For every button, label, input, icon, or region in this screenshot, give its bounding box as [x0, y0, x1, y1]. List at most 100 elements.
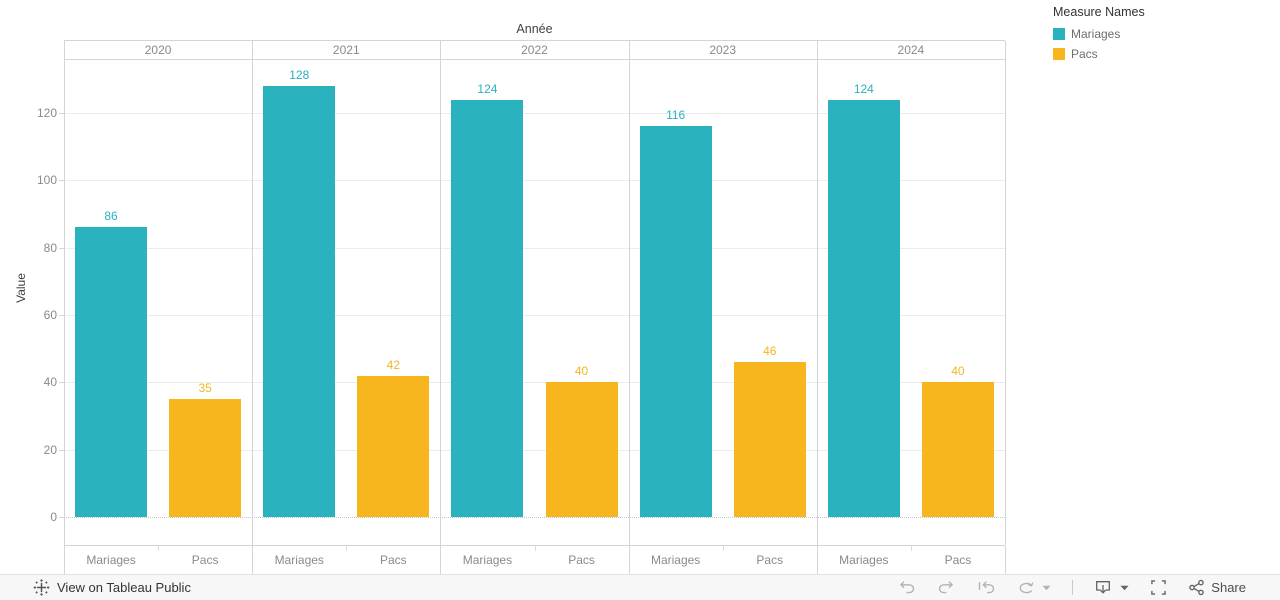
x-category-label-pacs[interactable]: Pacs [756, 553, 784, 567]
y-tick-mark [59, 449, 64, 451]
bar-pacs-2021[interactable] [357, 375, 430, 517]
year-header-2023[interactable]: 2023 [709, 43, 737, 57]
undo-icon [897, 580, 916, 596]
bar-value-label: 35 [198, 381, 212, 396]
x-category-label-mariages[interactable]: Mariages [839, 553, 889, 567]
legend-item-label: Pacs [1071, 47, 1098, 61]
bar-pacs-2022[interactable] [545, 382, 618, 517]
zero-line [64, 517, 1005, 518]
bar-mariages-2024[interactable] [827, 99, 900, 517]
legend-item-label: Mariages [1071, 27, 1121, 41]
legend-swatch [1053, 48, 1065, 60]
header-divider [1005, 41, 1006, 60]
y-tick-label: 20 [43, 442, 57, 457]
y-tick-mark [59, 180, 64, 182]
year-header-2022[interactable]: 2022 [521, 43, 548, 57]
header-divider [440, 41, 441, 60]
pane-divider [817, 60, 818, 545]
gridline [64, 247, 1005, 249]
header-divider [252, 41, 253, 60]
caret-down-icon [1042, 585, 1051, 591]
y-tick-mark [59, 517, 64, 518]
pane-divider [440, 60, 441, 545]
caret-down-icon [1120, 585, 1129, 591]
x-axis-label-row: Mariages Pacs Mariages Pacs Mariages Pacs Mari… [64, 545, 1006, 574]
view-on-tableau-public-link[interactable]: View on Tableau Public [33, 579, 191, 596]
x-mid-tick [535, 546, 536, 551]
undo-button[interactable] [897, 580, 916, 596]
x-category-label-pacs[interactable]: Pacs [568, 553, 595, 567]
bar-mariages-2021[interactable] [263, 86, 336, 517]
y-tick-mark [59, 382, 64, 384]
download-button[interactable] [1094, 579, 1129, 596]
pane-divider [1005, 60, 1006, 545]
x-category-label-mariages[interactable]: Mariages [274, 553, 324, 567]
header-divider [817, 41, 818, 60]
legend: Measure Names Mariages Pacs [1053, 5, 1145, 64]
y-tick-mark [59, 315, 64, 316]
x-mid-tick [346, 546, 347, 551]
y-tick-label: 0 [50, 510, 57, 524]
x-mid-tick [158, 546, 159, 551]
tableau-logo-icon [33, 579, 50, 596]
bar-pacs-2023[interactable] [733, 362, 806, 517]
y-axis-title: Value [14, 273, 28, 303]
label-row-divider [629, 546, 630, 574]
header-divider [64, 41, 65, 60]
download-icon [1094, 579, 1114, 596]
x-category-label-mariages[interactable]: Mariages [650, 553, 701, 567]
header-divider [629, 41, 630, 60]
y-tick-label: 40 [43, 375, 57, 390]
bar-mariages-2023[interactable] [639, 126, 712, 517]
gridline [64, 315, 1005, 316]
legend-item-mariages[interactable]: Mariages [1053, 24, 1145, 44]
y-tick-mark [59, 247, 64, 249]
label-row-divider [1005, 546, 1006, 574]
pane-divider [629, 60, 630, 545]
toolbar-divider [1072, 580, 1074, 595]
bar-value-label: 86 [104, 209, 118, 224]
legend-items: Mariages Pacs [1053, 24, 1145, 64]
pane-divider [64, 60, 65, 545]
toolbar-actions: Share [876, 579, 1246, 596]
y-tick-label: 120 [36, 106, 57, 120]
year-header-2020[interactable]: 2020 [144, 43, 172, 57]
year-header-2024[interactable]: 2024 [897, 43, 925, 57]
share-label: Share [1211, 580, 1246, 595]
view-link-label: View on Tableau Public [57, 580, 191, 595]
x-category-label-mariages[interactable]: Mariages [462, 553, 513, 567]
bar-value-label: 116 [666, 108, 686, 123]
gridline [64, 180, 1005, 182]
gridline [64, 113, 1005, 114]
y-tick-label: 100 [36, 173, 57, 188]
x-mid-tick [911, 546, 912, 551]
revert-icon [977, 580, 996, 596]
fullscreen-icon [1150, 579, 1167, 596]
fullscreen-button[interactable] [1150, 579, 1167, 596]
x-category-label-pacs[interactable]: Pacs [380, 553, 407, 567]
year-header-row: 2020 2021 2022 2023 2024 [64, 40, 1006, 60]
bar-pacs-2020[interactable] [169, 399, 242, 517]
x-category-label-pacs[interactable]: Pacs [944, 553, 972, 567]
revert-button[interactable] [977, 580, 996, 596]
legend-item-pacs[interactable]: Pacs [1053, 44, 1145, 64]
year-header-2021[interactable]: 2021 [332, 43, 360, 57]
y-tick-mark [59, 113, 64, 114]
bar-mariages-2022[interactable] [451, 99, 524, 517]
label-row-divider [64, 546, 65, 574]
refresh-button[interactable] [1017, 580, 1051, 596]
bar-value-label: 46 [763, 344, 777, 359]
bar-value-label: 124 [477, 81, 498, 96]
x-mid-tick [723, 546, 724, 551]
y-tick-label: 80 [43, 240, 57, 255]
bar-mariages-2020[interactable] [75, 227, 148, 517]
redo-button[interactable] [937, 580, 956, 596]
label-row-divider [440, 546, 441, 574]
chart-title: Année [516, 22, 553, 36]
y-tick-label: 60 [43, 308, 57, 322]
bar-pacs-2024[interactable] [921, 382, 994, 517]
x-category-label-pacs[interactable]: Pacs [191, 553, 219, 567]
x-category-label-mariages[interactable]: Mariages [86, 553, 136, 567]
share-button[interactable]: Share [1188, 579, 1246, 596]
